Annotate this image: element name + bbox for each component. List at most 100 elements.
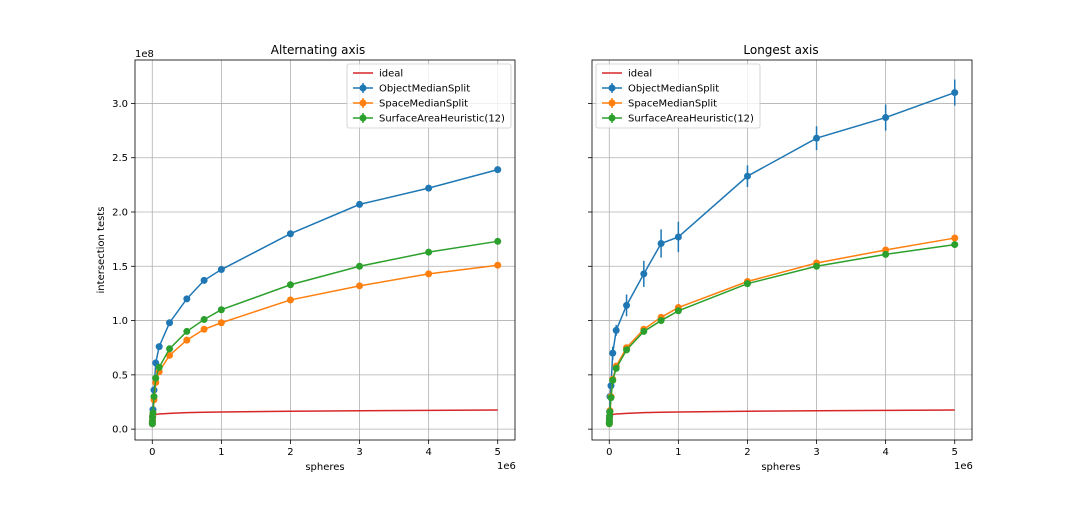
ticks-alternating: 0 1 2 3 4 5 0.0 0.5 1.0 1.5 2.0 2.5 3.0 [112, 99, 501, 458]
y-tick-label: 1.5 [112, 262, 128, 273]
axes-frame-longest [591, 59, 973, 441]
data-point [166, 319, 174, 327]
data-point [612, 364, 620, 372]
data-point [200, 325, 208, 333]
x-tick-label: 5 [495, 447, 501, 458]
data-point [217, 319, 225, 327]
x-tick-label: 4 [425, 447, 431, 458]
data-point [607, 394, 615, 402]
data-point [640, 270, 648, 278]
data-point [494, 261, 502, 269]
data-point [286, 296, 294, 304]
data-point [882, 114, 890, 122]
data-point [217, 306, 225, 314]
data-point [149, 409, 157, 417]
data-point [882, 250, 890, 258]
legend-marker [608, 114, 616, 122]
data-point [155, 363, 163, 371]
legend-entry: SurfaceAreaHeuristic(12) [379, 114, 505, 125]
data-point [623, 301, 631, 309]
legend-marker [608, 84, 616, 92]
data-point [609, 349, 617, 357]
legend-marker [608, 99, 616, 107]
legend-marker [359, 84, 367, 92]
data-point [494, 237, 502, 245]
x-tick-label: 1 [675, 447, 681, 458]
legend-marker [359, 114, 367, 122]
data-point [743, 280, 751, 288]
data-point [494, 166, 502, 174]
data-point [425, 270, 433, 278]
x-tick-label: 0 [149, 447, 155, 458]
grid-alternating [135, 60, 515, 440]
ticks-longest: 0 1 2 3 4 5 [588, 103, 958, 458]
axes-frame-alternating [134, 59, 516, 441]
x-tick-label: 3 [813, 447, 819, 458]
legend-alternating: ideal ObjectMedianSplit SpaceMedianSplit Su… [346, 63, 512, 129]
data-point [813, 262, 821, 270]
legend-frame [595, 63, 761, 129]
legend-entry: ObjectMedianSplit [628, 84, 719, 95]
y-tick-label: 2.0 [112, 208, 128, 219]
data-point [217, 266, 225, 274]
data-point [813, 134, 821, 142]
data-point [150, 393, 158, 401]
data-point [155, 343, 163, 351]
data-point [166, 345, 174, 353]
legend-entry: SpaceMedianSplit [628, 99, 717, 110]
legend-entry: ObjectMedianSplit [379, 84, 470, 95]
panel-alternating-axis: Alternating axis 0 1 2 3 4 5 0.0 0.5 1.0 1.5 2.0 2.… [96, 43, 516, 473]
x-multiplier-alternating: 1e6 [497, 461, 516, 472]
data-point [612, 326, 620, 334]
x-tick-label: 2 [744, 447, 750, 458]
data-point [200, 276, 208, 284]
data-point [743, 172, 751, 180]
panel-title-longest: Longest axis [743, 43, 818, 57]
series-group-longest [605, 79, 959, 428]
x-tick-label: 1 [218, 447, 224, 458]
legend-frame [346, 63, 512, 129]
panel-longest-axis: Longest axis 0 1 2 3 4 5 1e6 spheres ideal Obj… [588, 43, 973, 473]
data-point [286, 281, 294, 289]
data-point [183, 327, 191, 335]
data-point [657, 239, 665, 247]
x-tick-label: 0 [606, 447, 612, 458]
legend-entry: SpaceMedianSplit [379, 99, 468, 110]
data-point [200, 315, 208, 323]
x-tick-label: 2 [287, 447, 293, 458]
data-point [951, 241, 959, 249]
data-point [606, 408, 614, 416]
x-tick-label: 4 [882, 447, 888, 458]
data-point [166, 351, 174, 359]
data-point [286, 230, 294, 238]
panel-title-alternating: Alternating axis [271, 43, 365, 57]
data-point [356, 262, 364, 270]
data-point [674, 307, 682, 315]
x-axis-label-alternating: spheres [305, 462, 344, 473]
legend-entry: ideal [628, 69, 652, 80]
y-tick-label: 0.0 [112, 425, 128, 436]
data-point [152, 374, 160, 382]
data-point [951, 89, 959, 97]
y-tick-label: 0.5 [112, 370, 128, 381]
y-tick-label: 2.5 [112, 153, 128, 164]
data-point [951, 234, 959, 242]
y-tick-label: 3.0 [112, 99, 128, 110]
legend-marker [359, 99, 367, 107]
x-tick-label: 5 [952, 447, 958, 458]
data-point [183, 295, 191, 303]
data-point [425, 184, 433, 192]
legend-longest: ideal ObjectMedianSplit SpaceMedianSplit Su… [595, 63, 761, 129]
series-group-alternating [148, 166, 502, 428]
data-point [640, 327, 648, 335]
data-point [356, 200, 364, 208]
data-point [623, 346, 631, 354]
legend-entry: SurfaceAreaHeuristic(12) [628, 114, 754, 125]
x-multiplier-longest: 1e6 [954, 461, 973, 472]
x-tick-label: 3 [356, 447, 362, 458]
y-multiplier-alternating: 1e8 [135, 49, 154, 60]
data-point [183, 336, 191, 344]
y-tick-label: 1.0 [112, 316, 128, 327]
